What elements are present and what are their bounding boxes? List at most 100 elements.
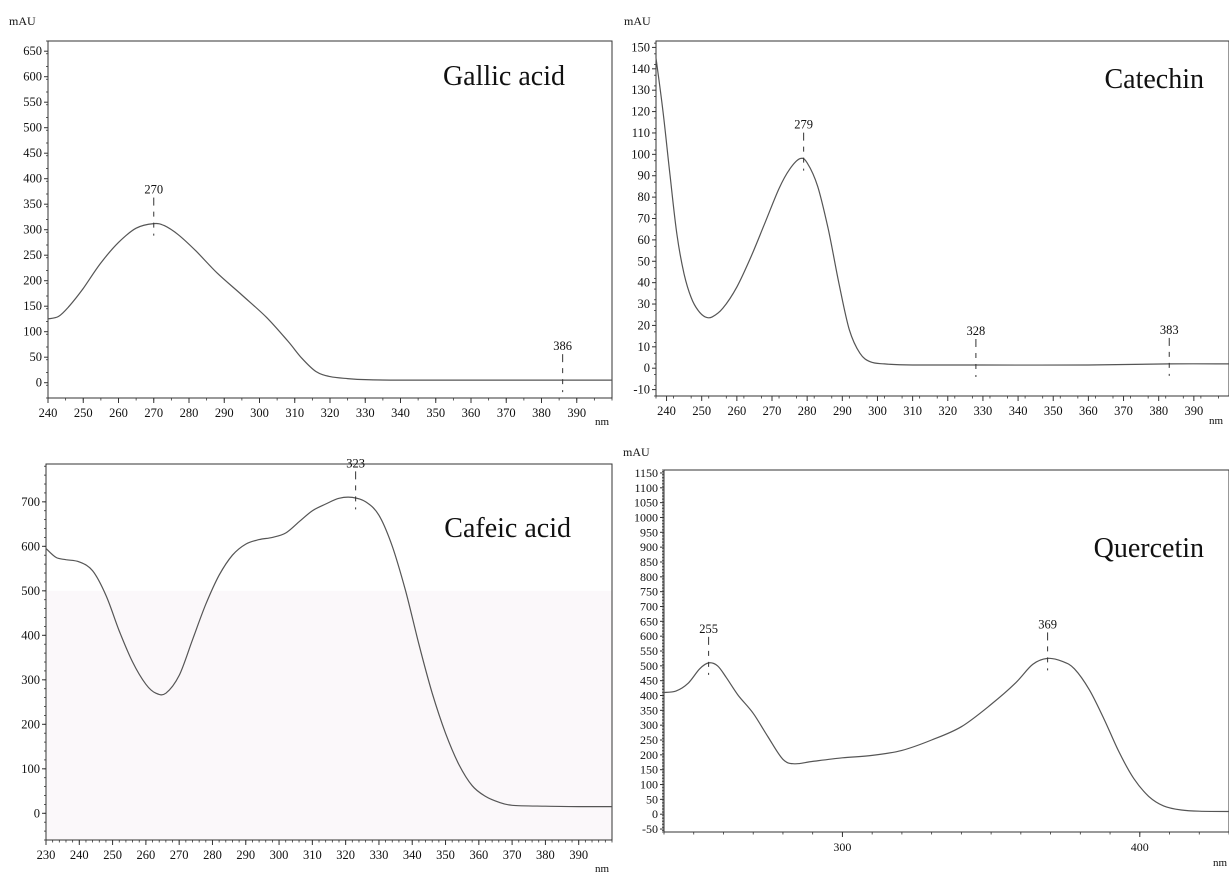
y-tick-label: 650	[640, 614, 658, 628]
y-tick-label: 600	[23, 70, 42, 84]
y-tick-label: 1050	[634, 496, 658, 510]
spectrum-line	[45, 496, 613, 808]
plot-frame	[45, 463, 613, 841]
x-tick-label: 350	[1044, 404, 1063, 418]
y-tick-label: 500	[640, 659, 658, 673]
catechin-chart: -10 0 10 20 30 40 50 60 70 80 90 100 110 120 130 140 150…	[624, 14, 1229, 427]
x-tick-label: 380	[1149, 404, 1168, 418]
x-tick-label: 340	[1009, 404, 1028, 418]
y-tick-label: 300	[23, 223, 42, 237]
x-tick-label: 390	[1184, 404, 1203, 418]
x-tick-label: 300	[270, 848, 289, 862]
x-tick-label: 290	[833, 404, 852, 418]
y-tick-label: 100	[640, 778, 658, 792]
x-tick-label: 360	[1079, 404, 1098, 418]
x-tick-label: 390	[567, 406, 586, 420]
peak-label: 279	[794, 118, 813, 132]
x-tick-label: 260	[727, 404, 746, 418]
x-axis-label: nm	[595, 863, 610, 875]
y-tick-label: 50	[646, 792, 658, 806]
x-tick-label: 300	[868, 404, 887, 418]
x-tick-label: 250	[74, 406, 93, 420]
y-tick-label: 100	[23, 325, 42, 339]
x-tick-label: 360	[469, 848, 488, 862]
x-tick-label: 330	[974, 404, 993, 418]
x-tick-label: 240	[657, 404, 676, 418]
y-tick-label: -10	[633, 383, 650, 397]
x-tick-label: 370	[503, 848, 522, 862]
y-tick-label: 550	[23, 95, 42, 109]
x-tick-label: 230	[37, 848, 56, 862]
x-tick-label: 320	[336, 848, 355, 862]
x-tick-label: 340	[391, 406, 410, 420]
x-tick-label: 370	[497, 406, 516, 420]
y-axis-label: mAU	[623, 445, 650, 459]
y-tick-label: 150	[631, 40, 650, 54]
x-axis-label: nm	[595, 416, 610, 428]
peak-label: 255	[699, 622, 718, 636]
spectrum-line	[663, 657, 1229, 813]
x-tick-label: 260	[109, 406, 128, 420]
y-tick-label: 100	[21, 762, 40, 776]
y-tick-label: 20	[638, 318, 651, 332]
peak-label: 386	[553, 339, 572, 353]
x-tick-label: 340	[403, 848, 422, 862]
x-tick-label: 280	[203, 848, 222, 862]
chart-title: Gallic acid	[443, 61, 565, 92]
x-tick-label: 330	[356, 406, 375, 420]
x-tick-label: 300	[250, 406, 269, 420]
x-tick-label: 290	[215, 406, 234, 420]
y-tick-label: 200	[21, 717, 40, 731]
y-tick-label: 40	[638, 276, 651, 290]
y-axis-label: mAU	[624, 14, 651, 28]
y-tick-label: 450	[23, 146, 42, 160]
y-tick-label: 90	[638, 169, 651, 183]
spectrum-line	[655, 58, 1229, 366]
y-tick-label: 10	[638, 340, 651, 354]
y-tick-label: 350	[640, 703, 658, 717]
y-tick-label: 150	[23, 299, 42, 313]
x-tick-label: 310	[285, 406, 304, 420]
y-tick-label: 140	[631, 62, 650, 76]
y-tick-label: 400	[21, 628, 40, 642]
x-tick-label: 240	[70, 848, 89, 862]
y-tick-label: 450	[640, 674, 658, 688]
x-tick-label: 240	[39, 406, 58, 420]
peak-label: 328	[967, 324, 986, 338]
y-tick-label: -50	[642, 822, 658, 836]
x-tick-label: 280	[798, 404, 817, 418]
peak-label: 369	[1038, 617, 1057, 631]
x-tick-label: 360	[462, 406, 481, 420]
x-tick-label: 320	[938, 404, 957, 418]
x-tick-label: 250	[103, 848, 122, 862]
x-tick-label: 400	[1131, 840, 1149, 854]
y-tick-label: 600	[21, 539, 40, 553]
y-tick-label: 50	[638, 254, 651, 268]
y-tick-label: 850	[640, 555, 658, 569]
y-tick-label: 0	[652, 807, 658, 821]
peak-label: 270	[144, 183, 163, 197]
x-axis-label: nm	[1209, 415, 1224, 427]
y-tick-label: 600	[640, 629, 658, 643]
x-tick-label: 270	[763, 404, 782, 418]
y-tick-label: 100	[631, 147, 650, 161]
quercetin-chart: -500501001502002503003504004505005506006…	[623, 445, 1229, 869]
x-tick-label: 290	[236, 848, 255, 862]
gallic-acid-chart: 0 50 100 150 200 250 300 350 400 450 500 550 600 650 2…	[9, 14, 613, 428]
y-tick-label: 70	[638, 212, 651, 226]
y-tick-label: 250	[640, 733, 658, 747]
chart-title: Quercetin	[1094, 533, 1204, 564]
y-tick-label: 30	[638, 297, 651, 311]
x-tick-label: 270	[170, 848, 189, 862]
y-tick-label: 250	[23, 248, 42, 262]
y-tick-label: 500	[23, 121, 42, 135]
y-tick-label: 1150	[634, 466, 658, 480]
y-tick-label: 150	[640, 763, 658, 777]
y-axis-label: mAU	[9, 14, 36, 28]
plot-shading	[47, 590, 612, 840]
y-tick-label: 80	[638, 190, 651, 204]
x-tick-label: 310	[903, 404, 922, 418]
peak-label: 323	[346, 456, 365, 470]
x-tick-label: 380	[532, 406, 551, 420]
y-tick-label: 500	[21, 584, 40, 598]
